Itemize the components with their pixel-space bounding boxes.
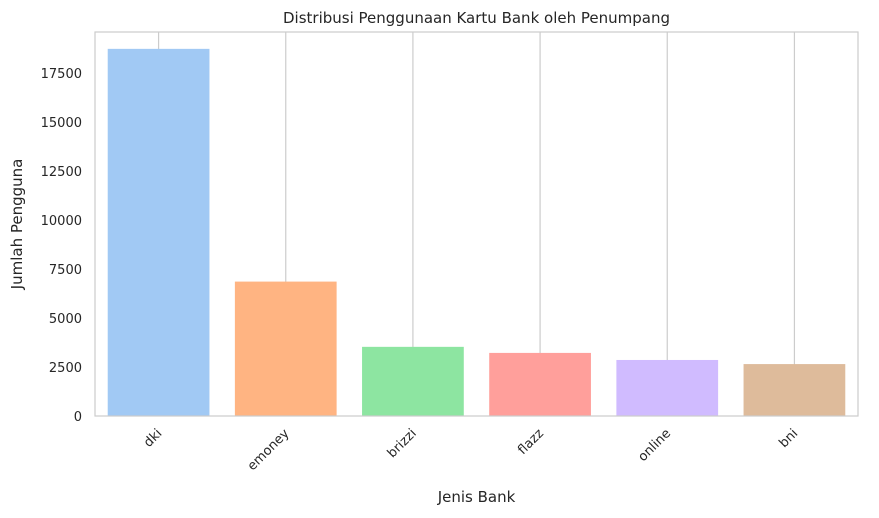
y-axis-label: Jumlah Pengguna — [8, 159, 26, 291]
bar-dki — [107, 48, 210, 417]
y-tick-label-2500: 2500 — [49, 361, 82, 376]
bar-flazz — [489, 352, 591, 416]
y-tick-label-0: 0 — [74, 410, 82, 425]
y-tick-label-17500: 17500 — [41, 67, 82, 82]
bar-brizzi — [362, 346, 464, 416]
y-tick-label-12500: 12500 — [41, 165, 82, 180]
y-tick-labels: 0 2500 5000 7500 10000 12500 15000 17500 — [41, 67, 82, 425]
x-axis-label: Jenis Bank — [437, 488, 516, 506]
y-tick-label-15000: 15000 — [41, 116, 82, 131]
bar-bni — [743, 364, 846, 416]
bars — [107, 48, 846, 417]
y-tick-label-5000: 5000 — [49, 312, 82, 327]
y-tick-label-7500: 7500 — [49, 263, 82, 278]
bar-emoney — [234, 281, 337, 416]
bar-online — [616, 359, 719, 416]
chart-title: Distribusi Penggunaan Kartu Bank oleh Pe… — [283, 9, 670, 27]
y-tick-label-10000: 10000 — [41, 214, 82, 229]
plot-frame — [94, 31, 859, 417]
